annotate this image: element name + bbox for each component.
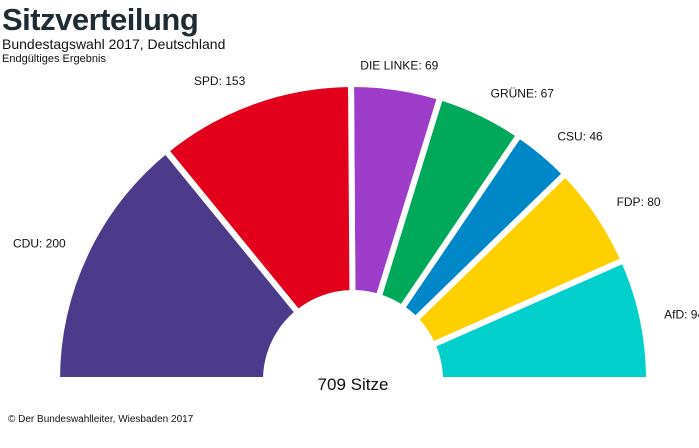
- seat-segment-afd: [428, 256, 653, 383]
- segment-label: CDU: 200: [13, 237, 66, 251]
- seat-segment-cdu: [53, 146, 303, 383]
- seat-segment-fdp: [411, 169, 628, 349]
- seat-segment-spd: [161, 80, 356, 317]
- total-seats-label: 709 Sitze: [318, 375, 389, 394]
- segment-label: SPD: 153: [194, 74, 246, 88]
- segment-label: AfD: 94: [664, 307, 699, 321]
- footer-credit: © Der Bundeswahlleiter, Wiesbaden 2017: [8, 414, 194, 425]
- segment-label: FDP: 80: [617, 195, 661, 209]
- segment-label: GRÜNE: 67: [491, 86, 555, 100]
- seat-segment-grüne: [374, 93, 524, 313]
- chart-note: Endgültiges Ergebnis: [2, 53, 106, 65]
- seat-segment-die-linke: [348, 81, 444, 301]
- chart-title: Sitzverteilung: [2, 2, 199, 37]
- chart-subtitle: Bundestagswahl 2017, Deutschland: [2, 36, 226, 52]
- segment-label: CSU: 46: [557, 129, 603, 143]
- segment-label: DIE LINKE: 69: [360, 58, 438, 72]
